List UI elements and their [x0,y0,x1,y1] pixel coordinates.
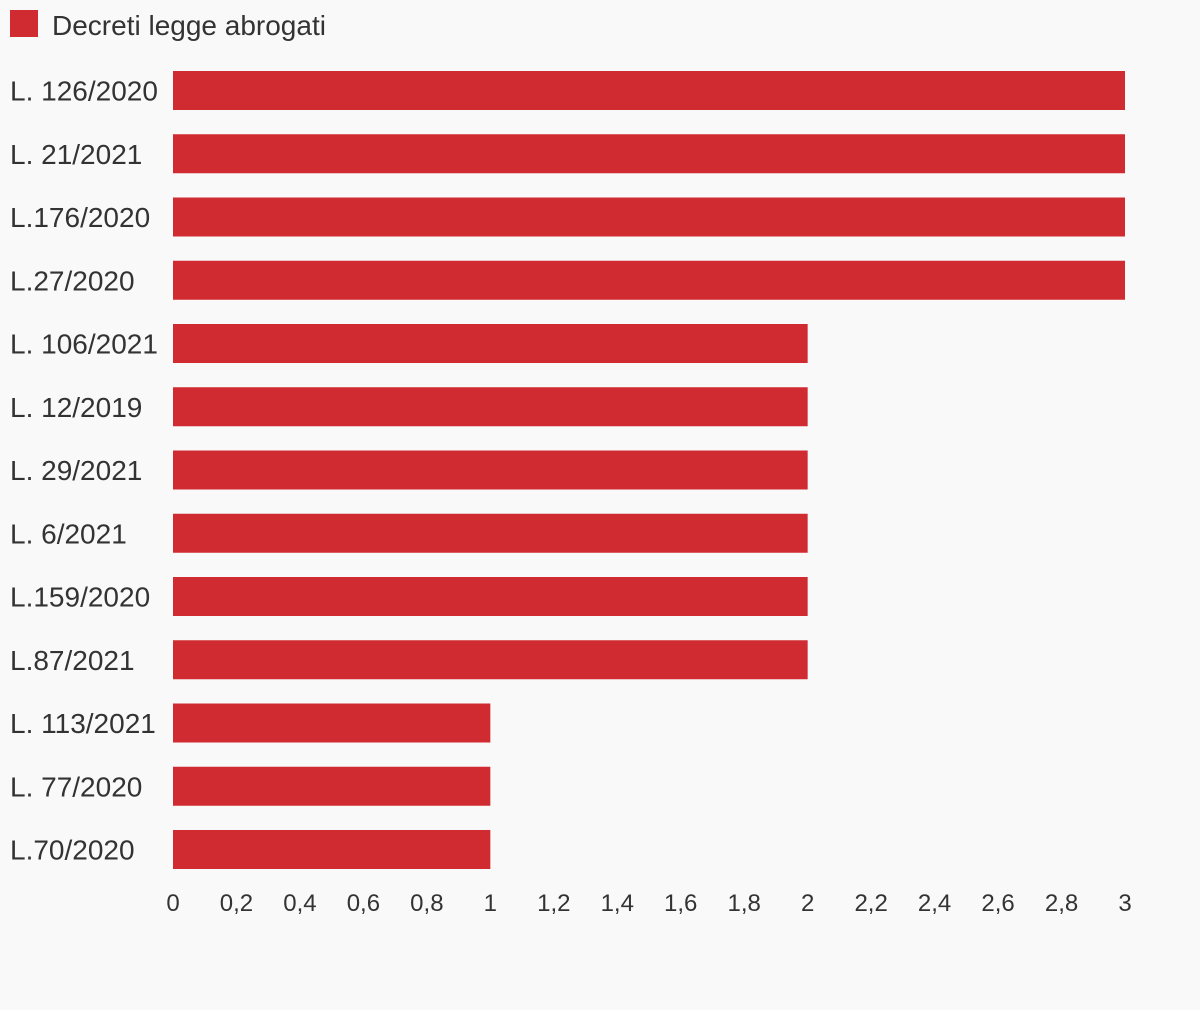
bar [173,134,1125,174]
category-label: L. 6/2021 [10,518,127,549]
legend-swatch [10,10,38,37]
bar [173,324,808,363]
category-label: L. 77/2020 [10,771,142,802]
x-tick-label: 0 [166,890,179,917]
bar [173,260,1125,300]
x-tick-label: 1 [484,890,497,917]
x-tick-label: 2,8 [1045,890,1078,917]
legend-label: Decreti legge abrogati [52,10,326,41]
x-tick-label: 0,6 [347,890,380,917]
x-tick-label: 3 [1118,890,1131,917]
x-tick-label: 0,8 [410,890,443,917]
x-tick-label: 2,6 [981,890,1014,917]
category-label: L. 126/2020 [10,76,158,107]
x-tick-label: 2,2 [854,890,887,917]
category-label: L.27/2020 [10,265,135,296]
x-tick-label: 2 [801,890,814,917]
x-tick-label: 1,8 [728,890,761,917]
bar [173,513,808,553]
bar [173,640,808,680]
bar [173,703,491,743]
bar [173,577,808,616]
x-tick-label: 0,2 [220,890,253,917]
bar [173,71,1125,110]
x-tick-label: 1,4 [601,890,634,917]
x-tick-label: 1,6 [664,890,697,917]
bar [173,450,808,490]
bar [173,197,1125,237]
x-tick-label: 2,4 [918,890,951,917]
bar [173,766,491,806]
x-tick-label: 0,4 [283,890,316,917]
bar [173,830,491,869]
category-label: L.70/2020 [10,835,135,866]
category-label: L.176/2020 [10,202,150,233]
category-label: L.159/2020 [10,582,150,613]
category-label: L. 106/2021 [10,329,158,360]
category-label: L. 12/2019 [10,392,142,423]
bar [173,387,808,427]
category-label: L. 29/2021 [10,455,142,486]
x-tick-label: 1,2 [537,890,570,917]
category-label: L. 113/2021 [10,708,156,739]
category-label: L.87/2021 [10,645,135,676]
category-label: L. 21/2021 [10,139,142,170]
